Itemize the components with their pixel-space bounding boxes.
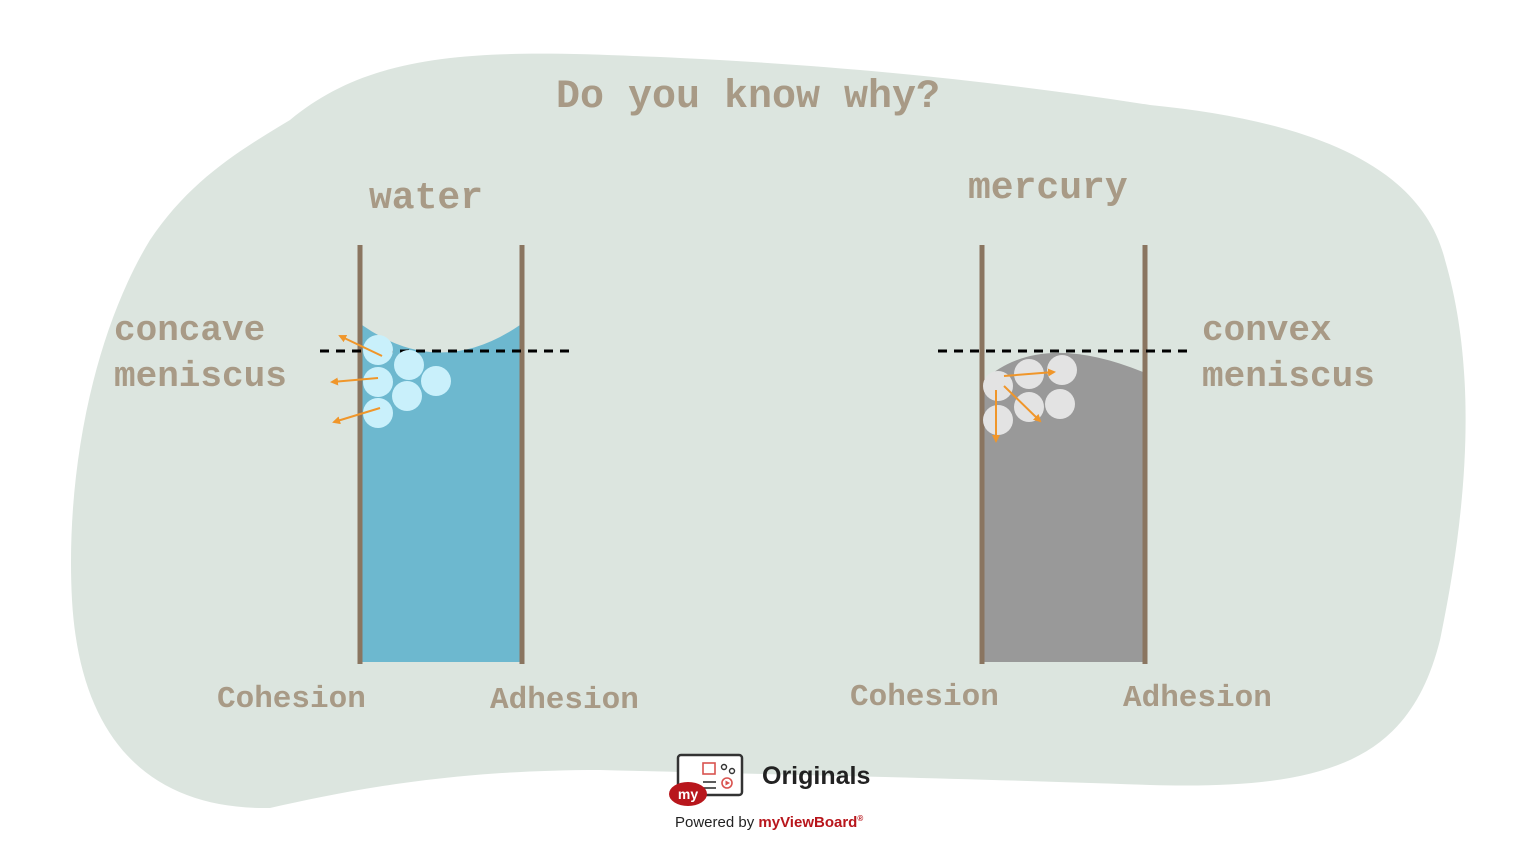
concave-label-line2: meniscus — [114, 356, 287, 397]
mercury-molecule — [1045, 389, 1075, 419]
footer-branding: Originals Powered by myViewBoard® — [668, 752, 878, 838]
mercury-cohesion-arrows — [992, 368, 1056, 443]
water-molecule — [363, 335, 393, 365]
water-molecule — [363, 367, 393, 397]
water-cohesion-label: Cohesion — [217, 682, 366, 717]
convex-meniscus-label: convex meniscus — [1202, 308, 1375, 400]
mercury-cohesion-label: Cohesion — [850, 680, 999, 715]
concave-label-line1: concave — [114, 310, 266, 351]
myviewboard-logo-icon: my — [669, 753, 744, 806]
powered-by-text: Powered by — [675, 814, 755, 831]
powered-by-line: Powered by myViewBoard® — [675, 814, 863, 831]
mercury-molecule — [983, 371, 1013, 401]
force-arrow — [1003, 385, 1042, 423]
concave-meniscus-label: concave meniscus — [114, 308, 287, 400]
water-molecule — [394, 350, 424, 380]
logo-badge-text: my — [678, 786, 698, 802]
convex-label-line2: meniscus — [1202, 356, 1375, 397]
water-adhesion-label: Adhesion — [490, 683, 639, 718]
water-title: water — [369, 177, 484, 220]
water-molecule — [392, 381, 422, 411]
water-molecule — [363, 398, 393, 428]
mercury-molecule — [983, 405, 1013, 435]
force-arrow — [338, 334, 383, 357]
mercury-molecule — [1047, 355, 1077, 385]
originals-label: Originals — [762, 762, 871, 790]
water-molecules — [363, 335, 451, 428]
force-arrow — [332, 407, 381, 425]
water-adhesion-arrows — [330, 334, 383, 425]
mercury-molecule — [1014, 392, 1044, 422]
mercury-liquid — [984, 352, 1143, 662]
force-arrow — [1003, 368, 1056, 377]
water-molecule — [421, 366, 451, 396]
brand-registered-mark: ® — [857, 814, 864, 823]
brand-name: myViewBoard — [758, 814, 858, 831]
page-title: Do you know why? — [556, 75, 941, 120]
convex-label-line1: convex — [1202, 310, 1332, 351]
mercury-adhesion-label: Adhesion — [1123, 681, 1272, 716]
mercury-title: mercury — [968, 167, 1128, 210]
force-arrow — [330, 377, 379, 386]
